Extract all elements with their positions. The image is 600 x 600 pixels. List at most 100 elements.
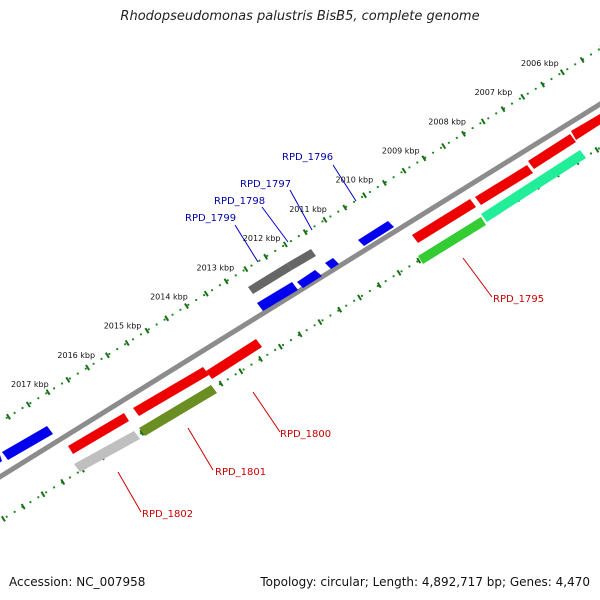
outer-ruler-dot: [550, 77, 553, 81]
outer-ruler-dot: [250, 264, 253, 267]
inner-ruler-tick: [594, 146, 600, 153]
gene-rpd-1801-lower[interactable]: [139, 385, 217, 436]
outer-ruler-tick: [461, 130, 466, 137]
outer-ruler-dot: [353, 200, 356, 203]
outer-ruler-dot: [139, 333, 142, 336]
outer-ruler-dot: [589, 53, 593, 56]
gene-label-rpd-1795[interactable]: RPD_1795: [493, 294, 544, 305]
inner-ruler-dot: [368, 289, 371, 293]
outer-ruler-tick: [25, 401, 31, 408]
inner-ruler-dot: [242, 368, 245, 371]
outer-ruler-tick: [480, 118, 486, 125]
inner-ruler-tick: [396, 269, 402, 276]
gene-red-top-2[interactable]: [475, 165, 533, 205]
outer-ruler-tick: [144, 327, 150, 334]
outer-ruler-dot: [195, 298, 198, 302]
outer-ruler-dot: [495, 112, 498, 115]
gene-red-top-4[interactable]: [571, 114, 600, 140]
inner-ruler-dot: [289, 339, 293, 342]
outer-ruler-dot: [439, 146, 443, 149]
outer-ruler-dot: [447, 141, 450, 144]
gene-label-rpd-1801[interactable]: RPD_1801: [215, 467, 266, 478]
outer-ruler-tick: [45, 389, 51, 396]
outer-ruler-dot: [45, 392, 48, 395]
inner-ruler-dot: [400, 270, 403, 273]
outer-ruler-dot: [282, 244, 285, 248]
gene-rpd-1797-arrow[interactable]: [325, 258, 339, 269]
gene-features: [0, 114, 600, 472]
inner-ruler-dot: [68, 476, 71, 479]
inner-ruler-tick: [40, 491, 46, 498]
outer-ruler-tick: [223, 278, 229, 285]
outer-ruler-dot: [147, 328, 150, 331]
outer-ruler-tick: [500, 106, 506, 113]
inner-ruler-dot: [76, 471, 79, 474]
inner-ruler-dot: [392, 275, 395, 278]
outer-ruler-tick: [6, 413, 11, 420]
inner-ruler-dot: [589, 152, 593, 155]
gene-rpd-1800-top[interactable]: [206, 339, 262, 379]
gene-rpd-1801-top[interactable]: [133, 367, 209, 416]
inner-ruler-dot: [416, 260, 419, 263]
gene-rpd-1795-top[interactable]: [412, 199, 476, 243]
gene-rpd-1798-arrow[interactable]: [297, 270, 322, 288]
gene-left-forward-arrow[interactable]: [2, 426, 53, 460]
outer-ruler-dot: [100, 357, 103, 360]
outer-ruler-dot: [210, 289, 214, 292]
outer-ruler-tick: [579, 56, 585, 64]
outer-ruler-tick: [302, 229, 308, 236]
inner-ruler-dot: [321, 319, 324, 322]
gene-label-rpd-1798[interactable]: RPD_1798: [214, 196, 265, 207]
outer-ruler-dot: [337, 210, 340, 213]
outer-ruler-dot: [471, 127, 474, 130]
gene-pseudo-1[interactable]: [248, 263, 292, 294]
scale-label: 2006 kbp: [521, 59, 559, 68]
outer-ruler-tick: [540, 81, 546, 88]
inner-ruler-dot: [345, 304, 348, 307]
outer-ruler-dot: [21, 406, 24, 410]
gene-label-rpd-1800[interactable]: RPD_1800: [280, 429, 331, 440]
outer-ruler-dot: [518, 97, 522, 100]
gene-rpd-1802-lower[interactable]: [74, 431, 140, 472]
gene-rpd-1795-lower[interactable]: [418, 217, 486, 264]
gene-red-top-3[interactable]: [528, 134, 576, 169]
gene-rpd-1796-arrow[interactable]: [358, 221, 394, 246]
outer-ruler-dot: [455, 136, 458, 139]
inner-ruler-dot: [37, 496, 40, 499]
gene-label-rpd-1802[interactable]: RPD_1802: [142, 509, 193, 520]
outer-ruler-tick: [243, 265, 249, 273]
gene-edge-forward-arrow[interactable]: [0, 455, 2, 464]
outer-ruler-tick: [421, 155, 427, 162]
gene-aqua-lower[interactable]: [481, 150, 586, 222]
scale-label: 2012 kbp: [243, 234, 281, 243]
gene-label-rpd-1796[interactable]: RPD_1796: [282, 152, 333, 163]
outer-ruler-dot: [574, 63, 577, 66]
inner-ruler-dot: [313, 324, 316, 327]
outer-ruler-dot: [84, 367, 87, 370]
outer-ruler-dot: [510, 102, 514, 105]
gene-label-rpd-1797[interactable]: RPD_1797: [240, 179, 291, 190]
inner-ruler-dot: [250, 363, 253, 366]
outer-ruler-dot: [360, 195, 364, 198]
leader-rpd-1796: [332, 164, 357, 202]
outer-ruler-tick: [164, 315, 170, 322]
outer-ruler-dot: [274, 249, 277, 252]
outer-ruler-dot: [116, 348, 119, 351]
scale-label: 2017 kbp: [11, 380, 49, 389]
outer-ruler-dot: [392, 176, 395, 179]
inner-ruler-dot: [282, 343, 285, 347]
outer-ruler-dot: [29, 402, 32, 405]
outer-ruler-tick: [65, 376, 71, 383]
inner-ruler-dot: [384, 280, 387, 283]
outer-ruler-dot: [218, 284, 221, 287]
outer-ruler-dot: [487, 117, 490, 120]
gene-rpd-1802-top[interactable]: [68, 413, 129, 454]
gene-label-rpd-1799[interactable]: RPD_1799: [185, 213, 236, 224]
inner-ruler-tick: [60, 478, 66, 486]
inner-ruler-dot: [305, 329, 308, 332]
map-title: Rhodopseudomonas palustris BisB5, comple…: [120, 9, 480, 24]
gene-pseudo-2[interactable]: [287, 249, 316, 270]
gene-rpd-1799-arrow[interactable]: [257, 282, 298, 311]
